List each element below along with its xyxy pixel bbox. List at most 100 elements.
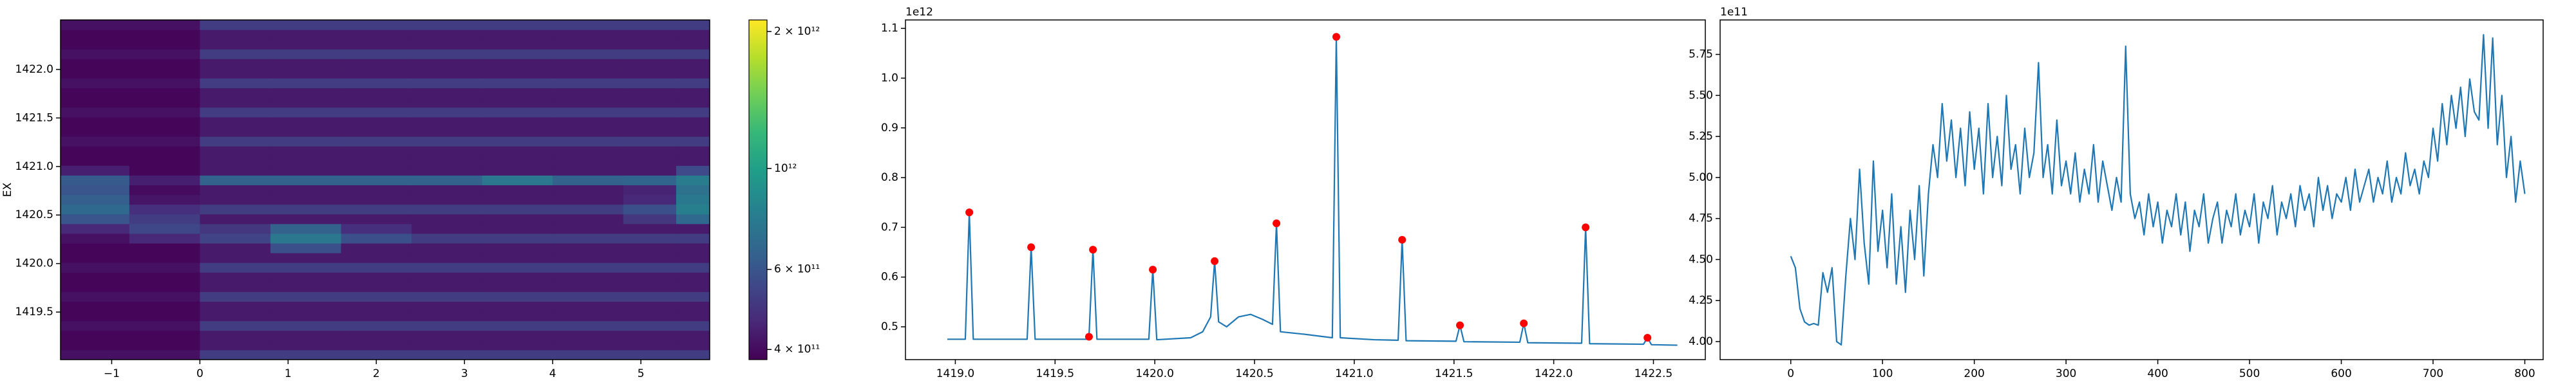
heatmap-cell bbox=[129, 156, 200, 166]
heatmap-cell bbox=[412, 87, 483, 98]
heatmap-cell bbox=[270, 165, 342, 176]
heatmap-cell bbox=[482, 272, 553, 282]
heatmap-cell bbox=[341, 97, 412, 108]
heatmap-cell bbox=[553, 116, 624, 127]
heatmap-cell bbox=[553, 156, 624, 166]
x-tick-label: 700 bbox=[2423, 367, 2443, 380]
heatmap-cell bbox=[412, 78, 483, 89]
heatmap-cell bbox=[482, 330, 553, 341]
heatmap-cell bbox=[200, 214, 271, 225]
heatmap-cell bbox=[676, 59, 710, 69]
heatmap-cell bbox=[61, 349, 130, 360]
x-tick-label: 1421.5 bbox=[1435, 367, 1473, 380]
heatmap-cell bbox=[412, 156, 483, 166]
heatmap-cell bbox=[482, 87, 553, 98]
y-tick-label: 0.7 bbox=[881, 221, 898, 234]
heatmap-cell bbox=[623, 165, 677, 176]
data-line bbox=[1790, 33, 2526, 346]
heatmap-cell bbox=[341, 262, 412, 273]
heatmap-cell bbox=[341, 59, 412, 69]
heatmap-cell bbox=[412, 214, 483, 225]
heatmap-cell bbox=[129, 320, 200, 331]
heatmap-cell bbox=[553, 97, 624, 108]
heatmap-cell bbox=[129, 126, 200, 137]
peak-marker bbox=[1027, 243, 1036, 252]
heatmap-cell bbox=[61, 146, 130, 156]
heatmap-cell bbox=[412, 116, 483, 127]
x-tick-label: 800 bbox=[2514, 367, 2535, 380]
heatmap-cell bbox=[270, 97, 342, 108]
x-tick-label: 2 bbox=[373, 367, 380, 380]
heatmap-cell bbox=[341, 136, 412, 147]
heatmap-cell bbox=[623, 97, 677, 108]
heatmap-cell bbox=[61, 204, 130, 215]
heatmap-cell bbox=[676, 20, 710, 30]
peak-marker bbox=[1332, 33, 1341, 41]
heatmap-cell bbox=[676, 340, 710, 351]
heatmap-cell bbox=[676, 49, 710, 59]
heatmap-cell bbox=[553, 340, 624, 351]
heatmap-cell bbox=[129, 136, 200, 147]
heatmap-cell bbox=[482, 243, 553, 253]
heatmap-cell bbox=[200, 204, 271, 215]
heatmap-cell bbox=[553, 291, 624, 302]
heatmap-cell bbox=[412, 311, 483, 322]
heatmap-cell bbox=[61, 175, 130, 185]
heatmap-cell bbox=[61, 233, 130, 244]
heatmap-cell bbox=[61, 291, 130, 302]
heatmap-cell bbox=[412, 194, 483, 205]
heatmap-cell bbox=[341, 233, 412, 244]
heatmap-cell bbox=[412, 243, 483, 253]
heatmap-cell bbox=[129, 78, 200, 89]
heatmap-cell bbox=[623, 223, 677, 234]
heatmap-cell bbox=[623, 59, 677, 69]
peak-marker bbox=[1643, 333, 1652, 342]
heatmap-cell bbox=[676, 39, 710, 50]
heatmap-cell bbox=[200, 97, 271, 108]
heatmap-cell bbox=[553, 49, 624, 59]
colorbar bbox=[748, 19, 768, 360]
heatmap-cell bbox=[129, 146, 200, 156]
heatmap-cell bbox=[61, 87, 130, 98]
heatmap-cell bbox=[412, 59, 483, 69]
heatmap-cell bbox=[553, 165, 624, 176]
heatmap-cell bbox=[676, 243, 710, 253]
heatmap-cell bbox=[482, 253, 553, 263]
heatmap-cell bbox=[270, 262, 342, 273]
heatmap-cell bbox=[341, 291, 412, 302]
heatmap-cell bbox=[412, 146, 483, 156]
heatmap-cell bbox=[200, 340, 271, 351]
heatmap-cell bbox=[200, 262, 271, 273]
heatmap-cell bbox=[412, 223, 483, 234]
heatmap-cell bbox=[61, 253, 130, 263]
heatmap-cell bbox=[482, 116, 553, 127]
peak-marker bbox=[1520, 319, 1528, 327]
heatmap-cell bbox=[623, 126, 677, 137]
heatmap-cell bbox=[61, 49, 130, 59]
heatmap-cell bbox=[412, 301, 483, 312]
heatmap-cell bbox=[412, 97, 483, 108]
peak-marker bbox=[1582, 223, 1590, 232]
heatmap-cell bbox=[270, 59, 342, 69]
heatmap-cell bbox=[676, 87, 710, 98]
heatmap-cell bbox=[270, 107, 342, 118]
heatmap-cell bbox=[676, 30, 710, 40]
heatmap-cell bbox=[270, 87, 342, 98]
heatmap-cell bbox=[200, 136, 271, 147]
peak-marker bbox=[1089, 246, 1097, 254]
x-tick-label: 600 bbox=[2331, 367, 2351, 380]
heatmap-cell bbox=[482, 349, 553, 360]
heatmap-cell bbox=[623, 291, 677, 302]
heatmap-cell bbox=[623, 68, 677, 79]
heatmap-cell bbox=[61, 78, 130, 89]
heatmap-cell bbox=[270, 301, 342, 312]
heatmap-cell bbox=[553, 126, 624, 137]
peak-marker bbox=[1456, 321, 1464, 329]
peak-marker bbox=[1273, 219, 1281, 228]
heatmap-cell bbox=[200, 320, 271, 331]
heatmap-cell bbox=[676, 78, 710, 89]
heatmap-cell bbox=[200, 78, 271, 89]
y-tick-label: 5.75 bbox=[1689, 48, 1713, 61]
heatmap-cell bbox=[623, 78, 677, 89]
heatmap-cell bbox=[270, 204, 342, 215]
